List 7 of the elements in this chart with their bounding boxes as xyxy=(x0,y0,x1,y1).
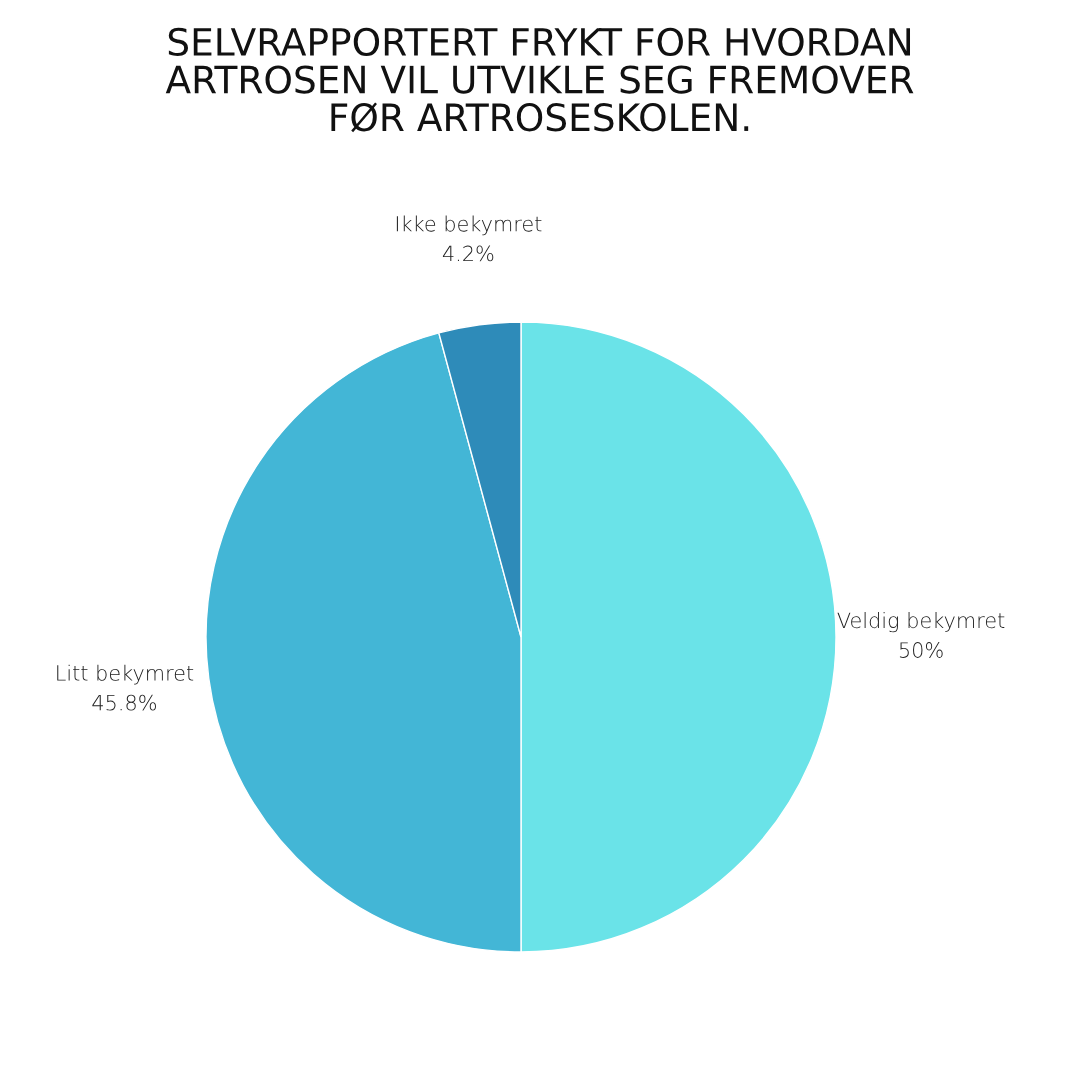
slice-label: Litt bekymret xyxy=(57,664,194,685)
data-label: 50% xyxy=(899,642,943,658)
data-label: 45.8% xyxy=(92,694,156,711)
chart-title: SELVRAPPORTERT FRYKT FOR HVORDAN ARTROSEN VIL UTVIKLE SEG FREMOVER FØR ARTROSESKOLEN. xyxy=(165,27,914,133)
data-label: 4.2% xyxy=(442,245,494,262)
slice-label: Veldig bekymret xyxy=(837,612,1005,633)
slice-label: Ikke bekymret xyxy=(396,215,542,236)
